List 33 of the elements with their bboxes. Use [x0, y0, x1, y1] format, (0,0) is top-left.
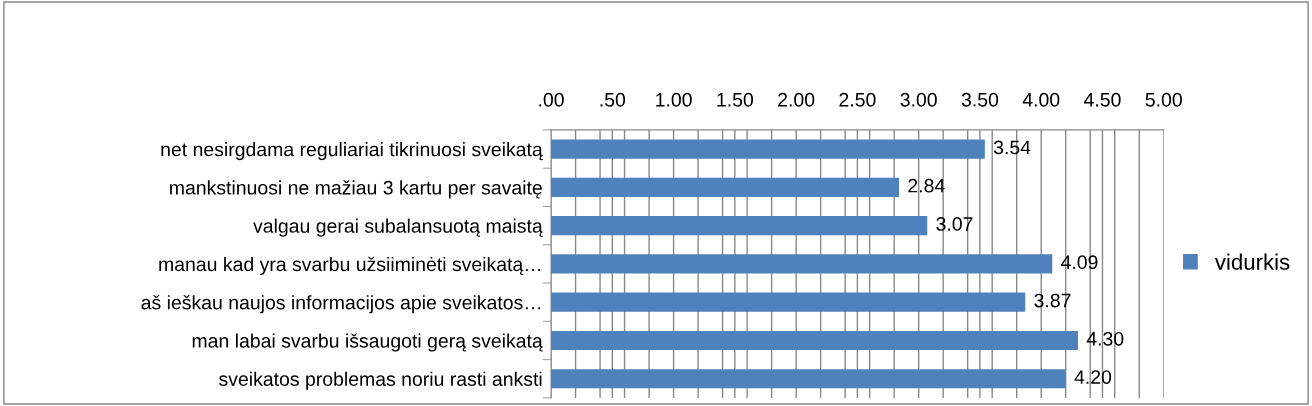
y-tick-label: valgau gerai subalansuotą maistą — [253, 218, 543, 237]
y-tick-label: sveikatos problemas noriu rasti anksti — [219, 371, 542, 390]
text: 3.87 — [1034, 293, 1071, 308]
y-tick-label: aš ieškau naujos informacijos apie sveikatos… — [141, 295, 541, 314]
x-tick-label: 2.50 — [839, 92, 876, 107]
x-tick-label: 3.00 — [900, 92, 937, 107]
text: 3.54 — [993, 140, 1031, 155]
bar — [551, 216, 928, 236]
bar — [551, 177, 900, 197]
y-tick-label: mankstinuosi ne mažiau 3 kartu per savaitę — [170, 180, 542, 199]
x-tick-label: 1.50 — [717, 92, 754, 107]
y-tick-label: net nesirgdama reguliariai tikrinuosi sveikatą — [161, 142, 543, 161]
x-tick-label: 5.00 — [1145, 92, 1182, 107]
x-tick-label: 3.50 — [961, 92, 999, 107]
x-tick-label: 4.00 — [1022, 92, 1060, 107]
bar — [551, 330, 1078, 351]
bar — [551, 139, 985, 159]
bar — [551, 292, 1026, 312]
x-tick-label: 4.50 — [1084, 92, 1121, 107]
bar — [551, 254, 1053, 274]
x-tick-label: .50 — [600, 92, 626, 107]
x-tick-label: 1.00 — [656, 92, 692, 107]
text: 4.20 — [1074, 370, 1112, 384]
text: 4.30 — [1086, 331, 1124, 346]
y-tick-label: man labai svarbu išsaugoti gerą sveikatą — [192, 333, 543, 352]
text: 2.84 — [908, 178, 945, 193]
text: 4.09 — [1061, 255, 1098, 270]
y-tick-label: manau kad yra svarbu užsiiminėti sveikatą… — [159, 256, 541, 276]
x-tick-label: 2.00 — [778, 92, 815, 107]
text: 3.07 — [936, 217, 973, 231]
bar — [551, 369, 1066, 389]
x-tick-label: .00 — [539, 92, 564, 107]
legend-label: vidurkis — [1214, 253, 1290, 270]
